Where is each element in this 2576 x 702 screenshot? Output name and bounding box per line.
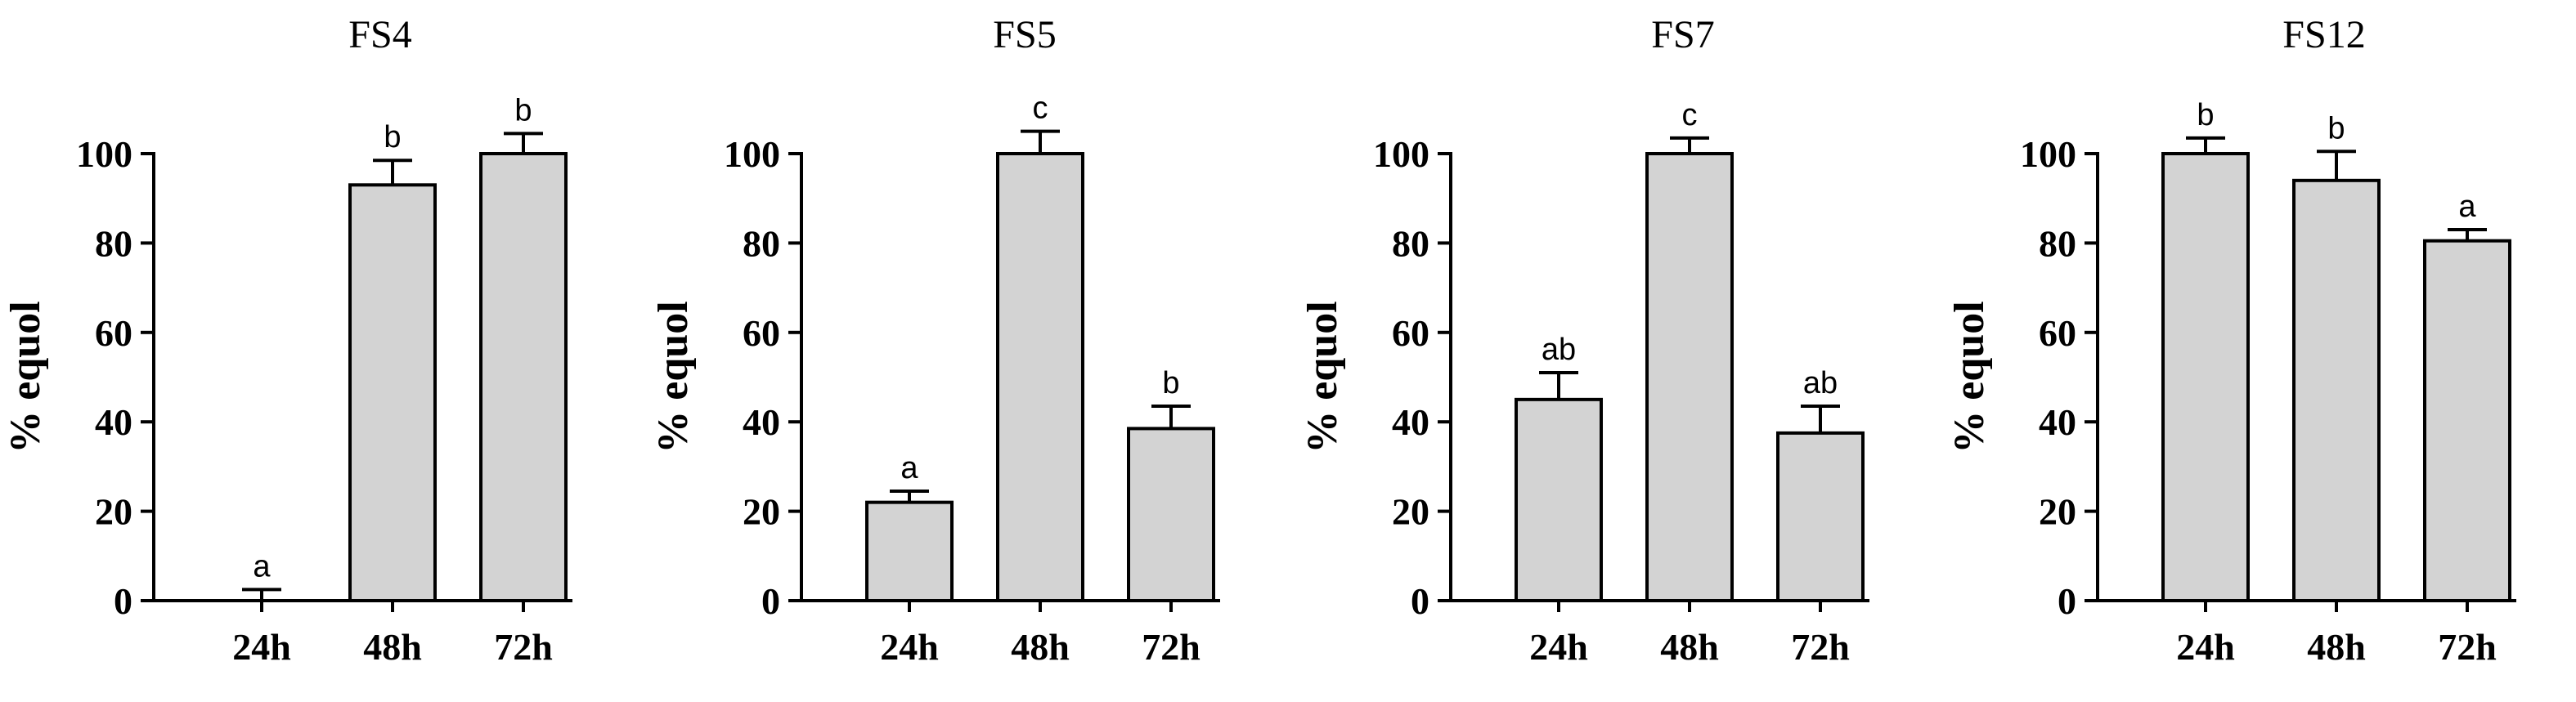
bar [865,500,954,602]
x-tick-label: 24h [880,626,939,668]
bar [996,152,1084,602]
bar [479,152,568,602]
significance-label: a [900,451,918,485]
y-tick-label: 40 [2039,401,2076,443]
significance-label: b [2197,98,2214,132]
y-tick-label: 80 [2039,222,2076,264]
bar [1645,152,1734,602]
y-tick-label: 60 [743,312,780,354]
y-tick-label: 0 [114,580,132,622]
x-tick-label: 24h [232,626,291,668]
y-tick-label: 100 [1373,133,1429,175]
y-tick-label: 80 [1392,222,1429,264]
y-tick-label: 0 [761,580,780,622]
x-tick-label: 72h [2438,626,2497,668]
y-tick-label: 60 [95,312,132,354]
panel-title: FS12 [2282,13,2365,56]
significance-label: b [384,120,401,154]
significance-label: a [2458,190,2476,224]
x-tick-label: 72h [1791,626,1850,668]
x-tick-label: 24h [1529,626,1588,668]
y-axis-label: % equol [1299,301,1346,453]
x-tick-label: 48h [1011,626,1070,668]
y-tick-label: 100 [2020,133,2076,175]
y-tick-label: 100 [76,133,132,175]
panel-title: FS4 [348,13,411,56]
bar [1515,397,1603,602]
bar [1127,427,1215,603]
bar [2292,178,2381,602]
y-tick-label: 20 [2039,491,2076,533]
x-tick-label: 72h [494,626,553,668]
y-tick-label: 40 [95,401,132,443]
significance-label: ab [1542,333,1576,367]
y-axis-label: % equol [650,301,697,453]
y-tick-label: 60 [1392,312,1429,354]
x-tick-label: 72h [1142,626,1200,668]
significance-label: b [1162,366,1179,400]
bar [2161,152,2250,602]
y-tick-label: 20 [743,491,780,533]
significance-label: b [2327,111,2345,145]
y-tick-label: 80 [743,222,780,264]
y-tick-label: 100 [724,133,780,175]
y-tick-label: 0 [2058,580,2076,622]
y-tick-label: 80 [95,222,132,264]
y-axis-label: % equol [2,301,49,453]
significance-label: c [1033,92,1048,126]
y-tick-label: 0 [1411,580,1429,622]
y-axis-label: % equol [1946,301,1993,453]
x-tick-label: 48h [1660,626,1719,668]
x-tick-label: 24h [2176,626,2235,668]
significance-label: ab [1803,366,1838,400]
bar [2423,239,2511,602]
y-tick-label: 40 [1392,401,1429,443]
y-tick-label: 20 [95,491,132,533]
y-tick-label: 40 [743,401,780,443]
panel-title: FS7 [1651,13,1714,56]
y-tick-label: 20 [1392,491,1429,533]
panel-title: FS5 [993,13,1056,56]
bar [1776,431,1865,602]
bar [348,183,437,602]
significance-label: a [253,549,271,584]
x-tick-label: 48h [363,626,422,668]
significance-label: b [514,93,532,127]
significance-label: c [1682,98,1698,132]
y-tick-label: 60 [2039,312,2076,354]
x-tick-label: 48h [2307,626,2366,668]
